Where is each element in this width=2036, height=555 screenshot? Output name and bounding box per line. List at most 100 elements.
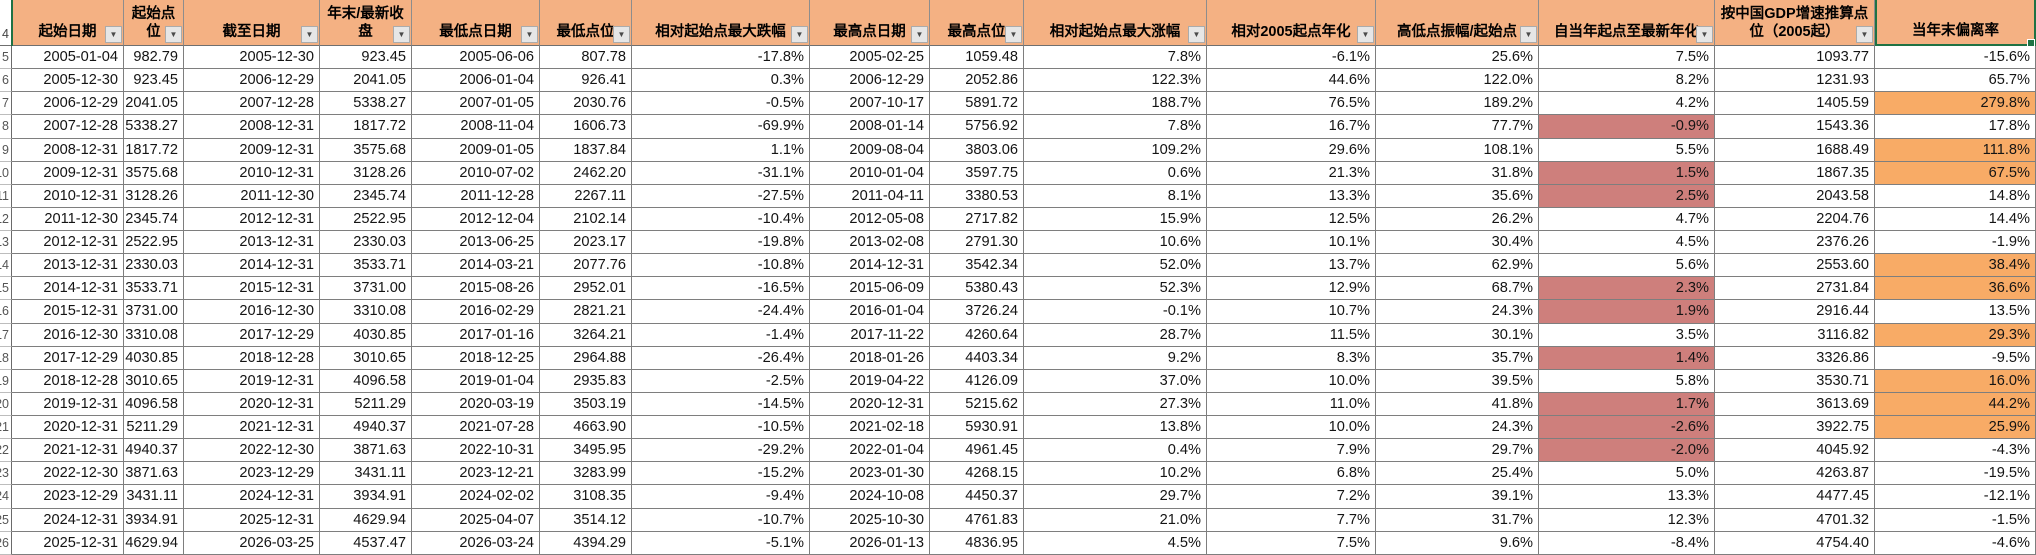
cell-deviation[interactable]: 38.4% <box>1875 254 2036 278</box>
cell-high_date[interactable]: 2011-04-11 <box>810 184 930 208</box>
cell-high_val[interactable]: 4761.83 <box>930 508 1024 532</box>
cell-low_date[interactable]: 2014-03-21 <box>412 254 540 278</box>
column-header-start_date[interactable]: 起始日期 ▼ <box>12 0 124 46</box>
cell-max_drawdown[interactable]: 0.3% <box>632 69 810 93</box>
cell-start_val[interactable]: 3871.63 <box>124 462 184 486</box>
cell-deviation[interactable]: 14.8% <box>1875 184 2036 208</box>
row-header[interactable]: 7 <box>0 92 12 116</box>
cell-deviation[interactable]: -4.6% <box>1875 531 2036 555</box>
cell-max_drawdown[interactable]: -1.4% <box>632 323 810 347</box>
row-header[interactable]: 16 <box>0 300 12 324</box>
cell-amplitude[interactable]: 31.8% <box>1376 161 1539 185</box>
cell-max_gain[interactable]: 0.4% <box>1024 439 1207 463</box>
cell-end_date[interactable]: 2011-12-30 <box>184 184 320 208</box>
cell-max_gain[interactable]: 52.0% <box>1024 254 1207 278</box>
cell-start_val[interactable]: 1817.72 <box>124 138 184 162</box>
cell-low_val[interactable]: 3283.99 <box>540 462 632 486</box>
cell-since_start[interactable]: 7.5% <box>1539 46 1715 70</box>
cell-start_val[interactable]: 3128.26 <box>124 184 184 208</box>
cell-low_date[interactable]: 2025-04-07 <box>412 508 540 532</box>
cell-max_drawdown[interactable]: -26.4% <box>632 346 810 370</box>
cell-start_val[interactable]: 3731.00 <box>124 300 184 324</box>
cell-deviation[interactable]: 67.5% <box>1875 161 2036 185</box>
cell-gdp_est[interactable]: 4263.87 <box>1715 462 1875 486</box>
cell-start_val[interactable]: 3310.08 <box>124 323 184 347</box>
cell-low_val[interactable]: 4394.29 <box>540 531 632 555</box>
cell-since_start[interactable]: 1.5% <box>1539 161 1715 185</box>
row-header[interactable]: 24 <box>0 485 12 509</box>
cell-low_val[interactable]: 3503.19 <box>540 392 632 416</box>
cell-end_date[interactable]: 2016-12-30 <box>184 300 320 324</box>
column-header-end_date[interactable]: 截至日期 ▼ <box>184 0 320 46</box>
cell-since_start[interactable]: 1.9% <box>1539 300 1715 324</box>
cell-close[interactable]: 4096.58 <box>320 369 412 393</box>
cell-start_date[interactable]: 2006-12-29 <box>12 92 124 116</box>
row-header[interactable]: 14 <box>0 254 12 278</box>
filter-dropdown-icon[interactable]: ▼ <box>1520 26 1537 43</box>
filter-dropdown-icon[interactable]: ▼ <box>301 26 318 43</box>
cell-amplitude[interactable]: 24.3% <box>1376 416 1539 440</box>
cell-end_date[interactable]: 2013-12-31 <box>184 231 320 255</box>
cell-max_gain[interactable]: 4.5% <box>1024 531 1207 555</box>
row-header[interactable]: 13 <box>0 231 12 255</box>
cell-start_date[interactable]: 2007-12-28 <box>12 115 124 139</box>
column-header-high_date[interactable]: 最高点日期 ▼ <box>810 0 930 46</box>
cell-ann_2005[interactable]: 7.9% <box>1207 439 1376 463</box>
cell-ann_2005[interactable]: 11.0% <box>1207 392 1376 416</box>
cell-close[interactable]: 3310.08 <box>320 300 412 324</box>
cell-low_val[interactable]: 2267.11 <box>540 184 632 208</box>
cell-amplitude[interactable]: 25.6% <box>1376 46 1539 70</box>
cell-deviation[interactable]: -1.5% <box>1875 508 2036 532</box>
cell-max_gain[interactable]: -0.1% <box>1024 300 1207 324</box>
cell-max_gain[interactable]: 28.7% <box>1024 323 1207 347</box>
cell-high_val[interactable]: 4126.09 <box>930 369 1024 393</box>
cell-low_date[interactable]: 2005-06-06 <box>412 46 540 70</box>
cell-low_val[interactable]: 1606.73 <box>540 115 632 139</box>
cell-end_date[interactable]: 2023-12-29 <box>184 462 320 486</box>
cell-start_date[interactable]: 2008-12-31 <box>12 138 124 162</box>
cell-max_gain[interactable]: 10.2% <box>1024 462 1207 486</box>
cell-high_val[interactable]: 5756.92 <box>930 115 1024 139</box>
cell-deviation[interactable]: 279.8% <box>1875 92 2036 116</box>
cell-max_gain[interactable]: 10.6% <box>1024 231 1207 255</box>
cell-low_val[interactable]: 2821.21 <box>540 300 632 324</box>
cell-end_date[interactable]: 2017-12-29 <box>184 323 320 347</box>
cell-max_gain[interactable]: 7.8% <box>1024 46 1207 70</box>
cell-deviation[interactable]: 16.0% <box>1875 369 2036 393</box>
cell-deviation[interactable]: 29.3% <box>1875 323 2036 347</box>
cell-max_drawdown[interactable]: -17.8% <box>632 46 810 70</box>
cell-since_start[interactable]: 5.8% <box>1539 369 1715 393</box>
cell-low_val[interactable]: 3108.35 <box>540 485 632 509</box>
cell-amplitude[interactable]: 35.6% <box>1376 184 1539 208</box>
cell-start_date[interactable]: 2013-12-31 <box>12 254 124 278</box>
cell-start_date[interactable]: 2012-12-31 <box>12 231 124 255</box>
cell-end_date[interactable]: 2006-12-29 <box>184 69 320 93</box>
cell-ann_2005[interactable]: 8.3% <box>1207 346 1376 370</box>
cell-end_date[interactable]: 2021-12-31 <box>184 416 320 440</box>
cell-start_date[interactable]: 2015-12-31 <box>12 300 124 324</box>
row-header[interactable]: 20 <box>0 392 12 416</box>
cell-end_date[interactable]: 2022-12-30 <box>184 439 320 463</box>
column-header-max_drawdown[interactable]: 相对起始点最大跌幅 ▼ <box>632 0 810 46</box>
cell-amplitude[interactable]: 41.8% <box>1376 392 1539 416</box>
cell-low_val[interactable]: 1837.84 <box>540 138 632 162</box>
cell-max_drawdown[interactable]: -15.2% <box>632 462 810 486</box>
filter-dropdown-icon[interactable]: ▼ <box>165 26 182 43</box>
cell-deviation[interactable]: 65.7% <box>1875 69 2036 93</box>
cell-gdp_est[interactable]: 2731.84 <box>1715 277 1875 301</box>
cell-gdp_est[interactable]: 1688.49 <box>1715 138 1875 162</box>
cell-deviation[interactable]: 44.2% <box>1875 392 2036 416</box>
cell-gdp_est[interactable]: 1405.59 <box>1715 92 1875 116</box>
cell-gdp_est[interactable]: 4045.92 <box>1715 439 1875 463</box>
cell-max_drawdown[interactable]: -10.5% <box>632 416 810 440</box>
row-header[interactable]: 26 <box>0 531 12 555</box>
cell-start_val[interactable]: 4096.58 <box>124 392 184 416</box>
cell-end_date[interactable]: 2010-12-31 <box>184 161 320 185</box>
cell-deviation[interactable]: -19.5% <box>1875 462 2036 486</box>
cell-max_gain[interactable]: 13.8% <box>1024 416 1207 440</box>
filter-dropdown-icon[interactable]: ▼ <box>1188 26 1205 43</box>
cell-start_date[interactable]: 2005-12-30 <box>12 69 124 93</box>
cell-max_gain[interactable]: 15.9% <box>1024 207 1207 231</box>
cell-ann_2005[interactable]: 7.5% <box>1207 531 1376 555</box>
cell-high_val[interactable]: 5891.72 <box>930 92 1024 116</box>
